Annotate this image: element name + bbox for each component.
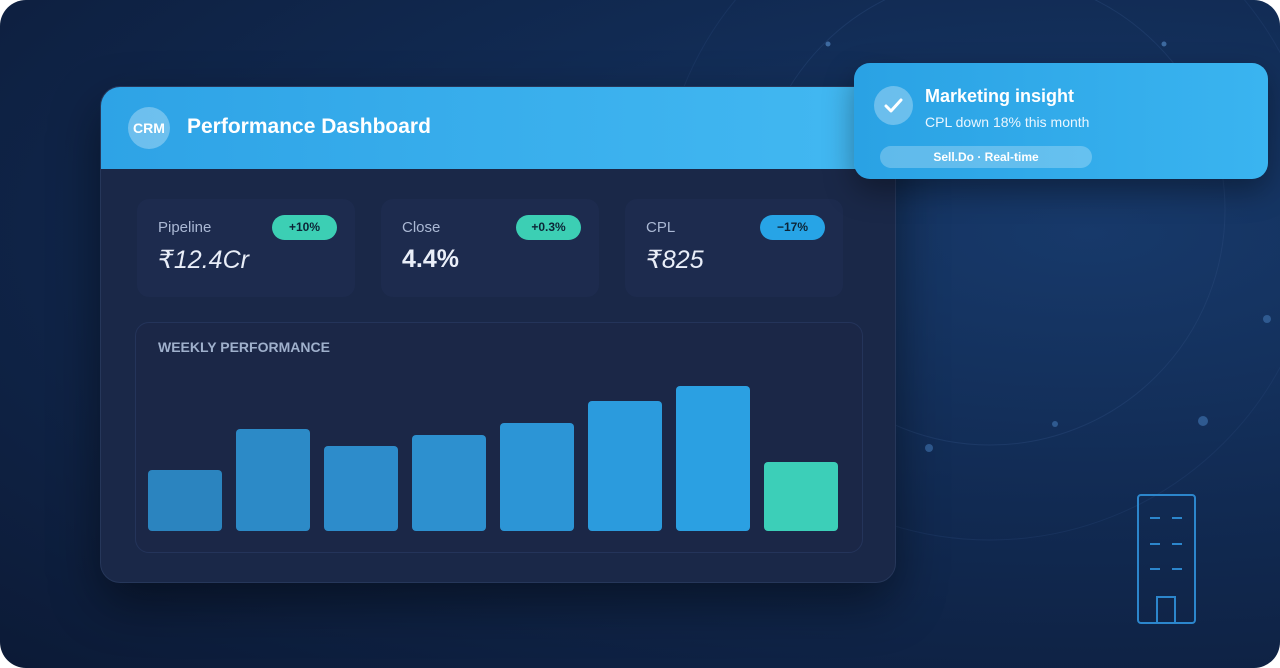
bar <box>676 386 750 531</box>
check-icon <box>874 86 913 125</box>
kpi-value: ₹12.4Cr <box>158 246 249 274</box>
notification-text: CPL down 18% this month <box>925 114 1090 130</box>
bar <box>500 423 574 531</box>
kpi-card: Pipeline ₹12.4Cr +10% <box>137 199 355 297</box>
bar <box>324 446 398 531</box>
dot <box>1052 421 1058 427</box>
bar <box>412 435 486 531</box>
kpi-card: Close 4.4% +0.3% <box>381 199 599 297</box>
chart-title: WEEKLY PERFORMANCE <box>158 339 330 355</box>
dot <box>1161 41 1167 47</box>
dot <box>825 41 831 47</box>
dashboard-title: Performance Dashboard <box>187 115 431 138</box>
bar <box>148 470 222 531</box>
bar <box>588 401 662 531</box>
kpi-change: +0.3% <box>516 215 581 240</box>
kpi-change: +10% <box>272 215 337 240</box>
kpi-value: ₹825 <box>646 246 704 274</box>
bar <box>764 462 838 531</box>
notification-title: Marketing insight <box>925 86 1075 106</box>
check <box>884 98 903 113</box>
chart-card: WEEKLY PERFORMANCE <box>135 322 863 553</box>
building-icon <box>1137 494 1196 624</box>
dot <box>925 444 933 452</box>
dashboard-card: CRM Performance Dashboard WEEKLY PERFORM… <box>100 86 896 583</box>
kpi-card: CPL ₹825 −17% <box>625 199 843 297</box>
kpi-change: −17% <box>760 215 825 240</box>
notification[interactable]: Marketing insight CPL down 18% this mont… <box>854 63 1268 179</box>
notification-tag: Sell.Do · Real-time <box>880 146 1092 168</box>
kpi-value: 4.4% <box>402 245 459 273</box>
dot <box>1198 416 1208 426</box>
bar-chart <box>148 386 838 531</box>
kpi-label: CPL <box>646 219 676 236</box>
bar <box>236 429 310 531</box>
logo: CRM <box>128 107 170 149</box>
card-header: CRM Performance Dashboard <box>101 87 895 169</box>
kpi-label: Pipeline <box>158 219 212 236</box>
kpi-label: Close <box>402 219 441 236</box>
dot <box>1263 315 1271 323</box>
